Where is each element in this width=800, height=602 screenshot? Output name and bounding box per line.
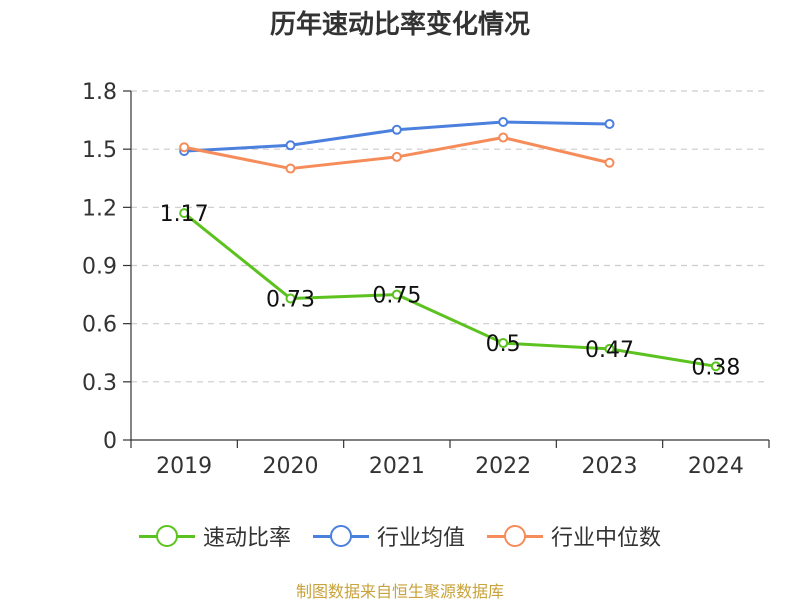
x-tick-label: 2024 bbox=[688, 454, 744, 479]
x-tick-label: 2023 bbox=[582, 454, 638, 479]
source-note: 制图数据来自恒生聚源数据库 bbox=[295, 582, 504, 601]
data-point bbox=[498, 117, 509, 128]
data-point bbox=[604, 118, 615, 129]
data-point bbox=[604, 343, 615, 354]
legend-item-industry-mean[interactable]: 行业均值 bbox=[312, 520, 465, 552]
y-tick-label: 0 bbox=[103, 429, 117, 454]
legend-item-quick-ratio[interactable]: 速动比率 bbox=[138, 520, 291, 552]
legend-line-icon bbox=[312, 524, 369, 548]
data-point bbox=[285, 140, 296, 151]
gridlines bbox=[131, 90, 769, 383]
axes: 0 0.3 0.6 0.9 1.2 1.5 1.8 2019 2020 2021 2022 2023 2… bbox=[82, 80, 770, 479]
data-point bbox=[498, 338, 509, 349]
data-point bbox=[710, 361, 721, 372]
data-point bbox=[179, 142, 190, 153]
x-tick-label: 2021 bbox=[369, 454, 425, 479]
data-point bbox=[391, 289, 402, 300]
data-label: 0.5 bbox=[486, 332, 521, 357]
data-point bbox=[391, 151, 402, 162]
series-line bbox=[183, 211, 717, 368]
data-label: 0.38 bbox=[691, 355, 740, 380]
data-labels: 1.17 0.73 0.75 0.5 0.47 0.38 bbox=[160, 202, 741, 380]
legend-line-icon bbox=[487, 524, 543, 548]
x-tick-label: 2019 bbox=[156, 454, 212, 479]
y-tick-label: 0.3 bbox=[82, 371, 117, 396]
data-label: 0.75 bbox=[372, 284, 421, 309]
data-label: 0.47 bbox=[585, 338, 634, 363]
data-label: 0.73 bbox=[266, 287, 315, 312]
data-point bbox=[391, 124, 402, 135]
chart-title: 历年速动比率变化情况 bbox=[269, 10, 530, 40]
series-lines bbox=[179, 117, 721, 372]
data-point bbox=[498, 132, 509, 143]
x-tick-label: 2020 bbox=[263, 454, 319, 479]
y-tick-label: 1.5 bbox=[82, 138, 117, 163]
x-tick-label: 2022 bbox=[475, 454, 531, 479]
legend-label: 速动比率 bbox=[202, 526, 291, 551]
data-point bbox=[604, 157, 615, 168]
legend: 速动比率 行业均值 行业中位数 bbox=[0, 518, 800, 554]
legend-item-industry-median[interactable]: 行业中位数 bbox=[487, 520, 661, 552]
y-tick-label: 0.6 bbox=[82, 313, 117, 338]
y-tick-label: 0.9 bbox=[82, 255, 117, 280]
y-tick-label: 1.8 bbox=[82, 80, 117, 105]
legend-label: 行业中位数 bbox=[551, 526, 662, 551]
legend-label: 行业均值 bbox=[376, 526, 465, 551]
legend-line-icon bbox=[138, 524, 195, 548]
data-point bbox=[285, 293, 296, 304]
y-tick-label: 1.2 bbox=[82, 196, 117, 221]
data-point bbox=[179, 208, 190, 219]
data-point bbox=[285, 163, 296, 174]
data-label: 1.17 bbox=[160, 202, 209, 227]
